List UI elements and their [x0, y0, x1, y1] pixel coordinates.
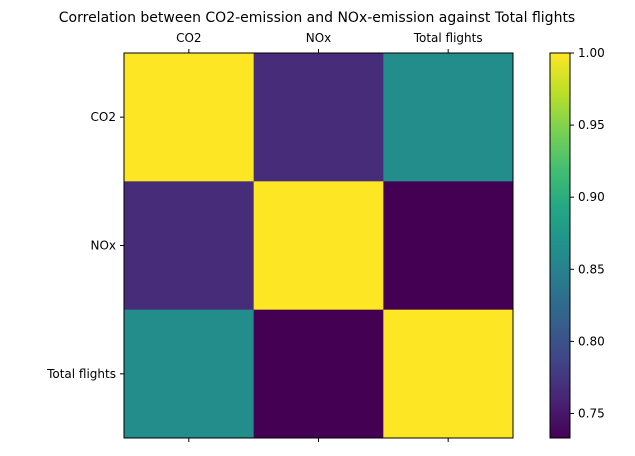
x-tick-label: NOx — [306, 31, 332, 45]
heatmap-cell — [383, 53, 514, 182]
heatmap-cell — [253, 181, 384, 311]
y-tick-label: NOx — [90, 239, 116, 253]
colorbar-tick-label: 0.85 — [578, 262, 605, 276]
colorbar-tick-label: 0.90 — [578, 190, 605, 204]
plot-frame — [123, 52, 514, 439]
colorbar-tick-label: 1.00 — [578, 46, 605, 60]
heatmap-cell — [253, 53, 384, 182]
colorbar-ticks: 0.75 0.80 0.85 0.90 0.95 1.00 — [570, 46, 605, 420]
colorbar-tick-label: 0.95 — [578, 118, 605, 132]
heatmap-cell — [124, 53, 255, 182]
heatmap-cell — [124, 309, 255, 439]
x-tick-label: CO2 — [176, 31, 201, 45]
heatmap-cell — [253, 309, 384, 439]
colorbar-tick-label: 0.75 — [578, 406, 605, 420]
y-tick-label: Total flights — [46, 367, 116, 381]
heatmap-cell — [383, 181, 514, 311]
y-tick-label: CO2 — [91, 110, 116, 124]
colorbar — [549, 52, 571, 439]
colorbar-tick-label: 0.80 — [578, 334, 605, 348]
x-tick-label: Total flights — [413, 31, 483, 45]
heatmap-cell — [383, 309, 514, 439]
x-axis-ticks: CO2 NOx Total flights — [176, 31, 483, 442]
y-axis-ticks: CO2 NOx Total flights — [46, 110, 124, 381]
heatmap-cell — [124, 181, 255, 311]
chart-title: Correlation between CO2-emission and NOx… — [59, 10, 575, 26]
heatmap-cells — [124, 53, 514, 439]
